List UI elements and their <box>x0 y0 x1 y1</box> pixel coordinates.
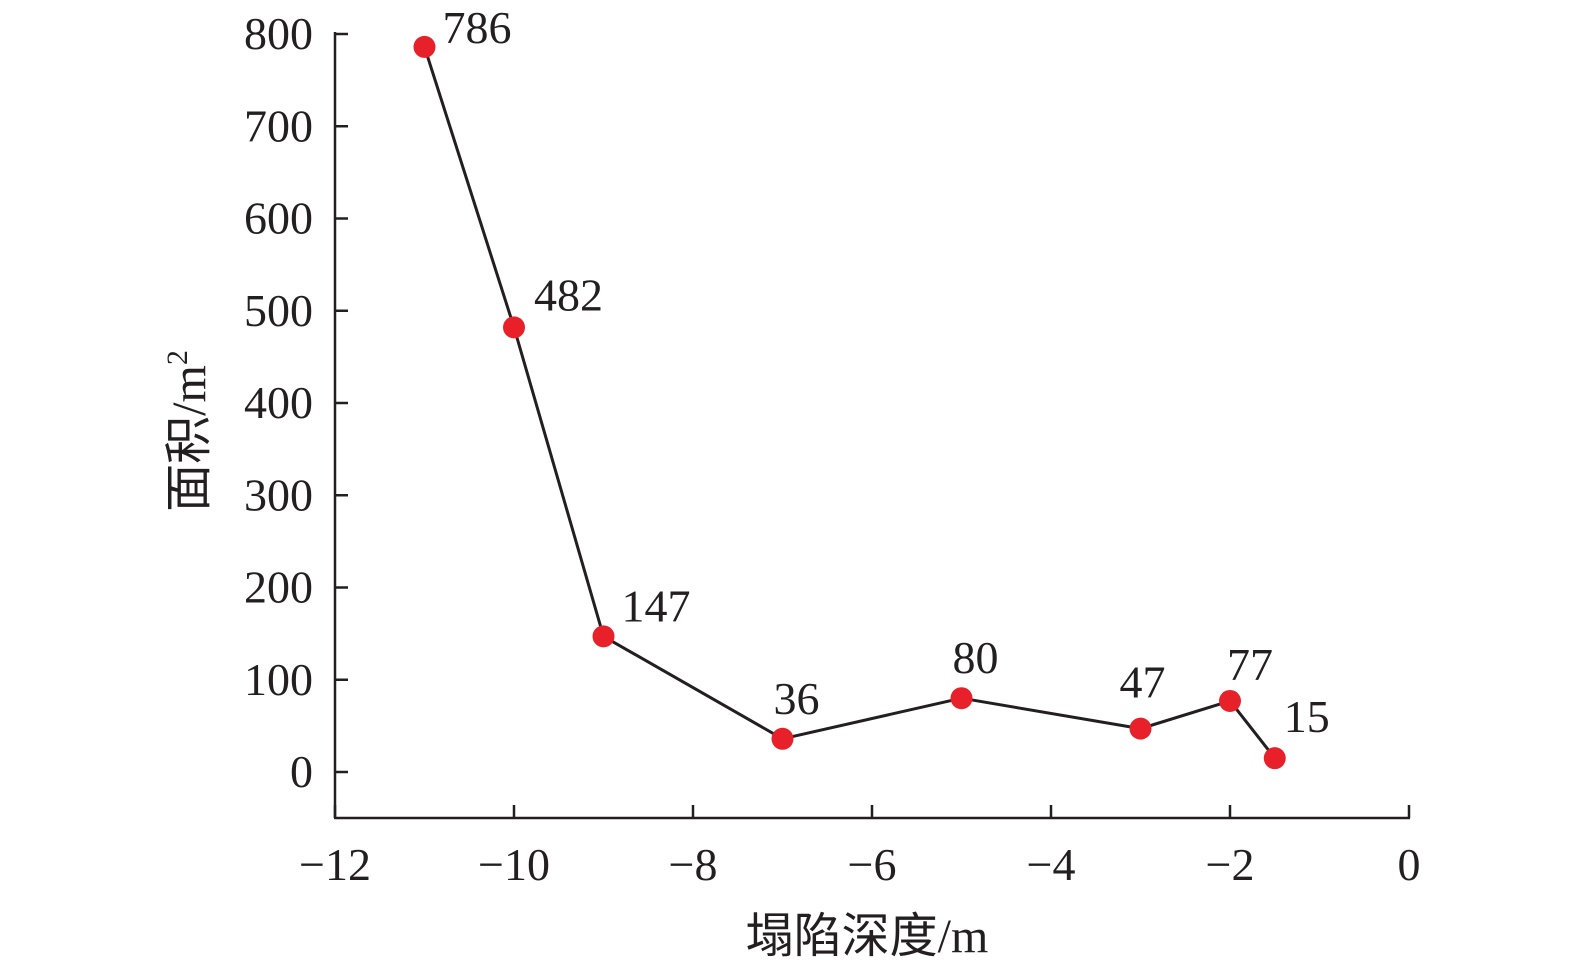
x-tick-label: −2 <box>1206 839 1255 890</box>
y-axis-title: 面积/m2 <box>161 350 216 512</box>
data-label: 786 <box>443 2 512 53</box>
series-line <box>423 46 1276 760</box>
x-tick-label: −12 <box>299 839 371 890</box>
y-axis-title-superscript: 2 <box>161 350 194 365</box>
x-axis-title: 塌陷深度/m <box>746 910 989 963</box>
data-point <box>1263 747 1286 770</box>
y-ticks: 0 100 200 300 400 500 600 700 800 <box>244 8 348 797</box>
x-ticks: −12 −10 −8 −6 −4 −2 0 <box>299 805 1421 890</box>
y-tick-label: 300 <box>244 469 313 520</box>
x-tick-label: −10 <box>478 839 550 890</box>
data-point <box>413 35 436 58</box>
data-point <box>592 625 615 648</box>
data-label: 47 <box>1120 657 1166 708</box>
y-axis-title-text: 面积/m <box>163 365 216 512</box>
data-point <box>1219 689 1241 712</box>
y-tick-label: 500 <box>244 285 313 336</box>
y-tick-label: 200 <box>244 562 313 613</box>
x-tick-label: −4 <box>1027 839 1076 890</box>
data-label: 147 <box>622 580 691 631</box>
data-point <box>503 316 525 339</box>
data-point <box>1129 717 1152 740</box>
y-tick-label: 600 <box>244 193 313 244</box>
y-tick-label: 700 <box>244 100 313 151</box>
x-tick-label: −6 <box>848 839 897 890</box>
y-tick-label: 0 <box>290 746 313 797</box>
y-tick-label: 800 <box>244 8 313 59</box>
data-point <box>771 727 794 750</box>
data-label: 80 <box>953 632 999 683</box>
series <box>413 35 1286 770</box>
y-tick-label: 100 <box>244 654 313 705</box>
axes <box>333 32 1410 820</box>
x-tick-label: −8 <box>669 839 718 890</box>
data-label: 15 <box>1284 691 1330 742</box>
data-label: 77 <box>1227 639 1273 690</box>
data-label: 482 <box>534 269 603 320</box>
x-tick-label: 0 <box>1398 839 1421 890</box>
data-label: 36 <box>774 673 820 724</box>
data-point <box>950 687 973 710</box>
y-tick-label: 400 <box>244 377 313 428</box>
